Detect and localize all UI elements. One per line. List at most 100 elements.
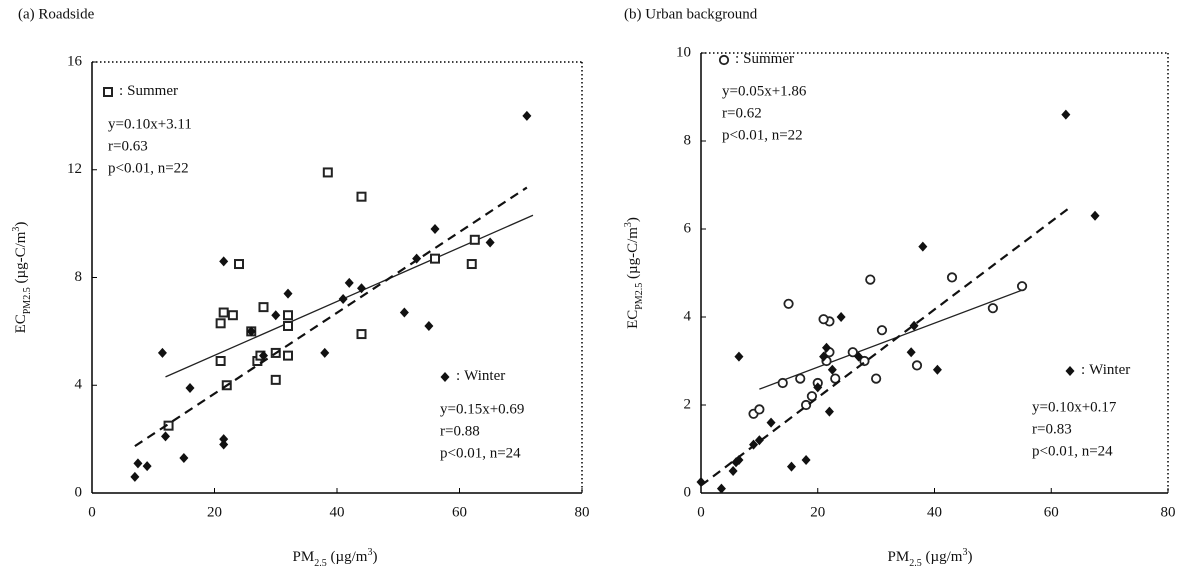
point <box>830 373 841 384</box>
point <box>754 435 764 446</box>
legend-label: : Summer <box>119 83 178 99</box>
point <box>1016 281 1028 292</box>
fit-line <box>134 186 528 448</box>
point <box>227 310 238 321</box>
y-tick-label: 16 <box>67 53 83 69</box>
x-axis-label-part: PM <box>293 549 315 565</box>
x-tick-label: 60 <box>452 504 467 520</box>
point <box>283 320 293 331</box>
point <box>133 458 143 469</box>
point <box>818 314 829 325</box>
point <box>522 110 532 121</box>
legend-label: : Summer <box>735 51 794 67</box>
x-axis-label-part: 2.5 <box>909 558 922 569</box>
x-tick-label: 40 <box>330 504 345 520</box>
stats-text: p<0.01, n=22 <box>108 160 189 176</box>
point <box>130 471 140 482</box>
point <box>219 256 229 267</box>
point <box>219 439 229 450</box>
point <box>876 325 888 336</box>
point <box>485 237 495 248</box>
point <box>696 477 706 487</box>
x-axis-label-part: 3 <box>962 547 967 558</box>
legend-label: : Winter <box>456 368 505 384</box>
y-axis-label-part: EC <box>13 314 29 333</box>
point <box>728 466 738 476</box>
y-tick-label: 0 <box>75 484 83 500</box>
point <box>946 272 958 283</box>
point <box>734 455 744 465</box>
x-axis-label-part: (µg/m <box>327 549 368 565</box>
legend-separator: : <box>456 368 460 384</box>
point <box>749 439 759 450</box>
point <box>283 310 293 321</box>
y-tick-label: 2 <box>684 396 692 412</box>
y-tick-label: 8 <box>684 132 692 148</box>
point <box>356 191 367 202</box>
point <box>871 373 882 384</box>
point <box>357 283 366 294</box>
point <box>786 461 796 472</box>
point <box>819 351 829 362</box>
y-tick-label: 10 <box>676 44 691 60</box>
point <box>430 253 440 264</box>
point <box>399 307 409 318</box>
point <box>734 351 744 362</box>
x-axis-label-part: (µg/m <box>922 549 963 565</box>
y-axis-label-part: PM2.5 <box>22 287 33 314</box>
x-tick-label: 80 <box>575 504 590 520</box>
point <box>783 298 794 309</box>
point <box>813 382 823 393</box>
point <box>854 351 864 362</box>
point <box>258 302 269 313</box>
point <box>424 320 434 331</box>
y-axis-label-part: 3 <box>11 227 22 232</box>
x-tick-label: 20 <box>207 504 222 520</box>
point <box>932 364 942 375</box>
x-tick-label: 0 <box>88 504 96 520</box>
x-axis-label-part: 2.5 <box>314 558 327 569</box>
y-tick-label: 0 <box>684 484 692 500</box>
y-tick-label: 4 <box>75 377 83 393</box>
point <box>412 253 422 264</box>
point <box>338 294 348 305</box>
legend-separator: : <box>119 83 123 99</box>
point <box>1090 210 1100 221</box>
y-tick-label: 6 <box>684 220 692 236</box>
point <box>822 342 832 353</box>
point <box>215 318 226 329</box>
point <box>320 347 330 358</box>
point <box>356 329 367 340</box>
chart-title: (a) Roadside <box>18 6 95 22</box>
x-axis-label-part: PM <box>888 549 910 565</box>
point <box>185 382 195 393</box>
stats-text: r=0.63 <box>108 138 148 154</box>
point <box>801 455 811 465</box>
point <box>179 452 189 463</box>
stats-text: r=0.83 <box>1032 421 1072 437</box>
x-axis-label-part: 3 <box>367 547 372 558</box>
x-tick-label: 60 <box>1044 504 1059 520</box>
point <box>142 461 152 472</box>
x-tick-label: 40 <box>927 504 942 520</box>
x-tick-label: 20 <box>810 504 825 520</box>
point <box>987 303 998 314</box>
y-axis-label-part: (µg-C/m <box>13 231 29 287</box>
x-axis-label-part: ) <box>372 549 377 565</box>
point <box>1061 109 1071 120</box>
x-tick-label: 0 <box>697 504 705 520</box>
legend-marker <box>718 54 730 66</box>
point <box>909 320 919 331</box>
point <box>469 234 480 245</box>
point <box>161 431 170 442</box>
point <box>806 391 818 402</box>
legend-marker <box>1065 366 1075 376</box>
y-axis-label-part: PM2.5 <box>634 283 645 310</box>
x-tick-label: 80 <box>1161 504 1176 520</box>
stats-text: p<0.01, n=22 <box>722 127 803 143</box>
point <box>466 259 477 270</box>
stats-text: p<0.01, n=24 <box>1032 443 1113 459</box>
legend-text: Summer <box>743 51 794 67</box>
chart-title: (b) Urban background <box>624 6 758 22</box>
